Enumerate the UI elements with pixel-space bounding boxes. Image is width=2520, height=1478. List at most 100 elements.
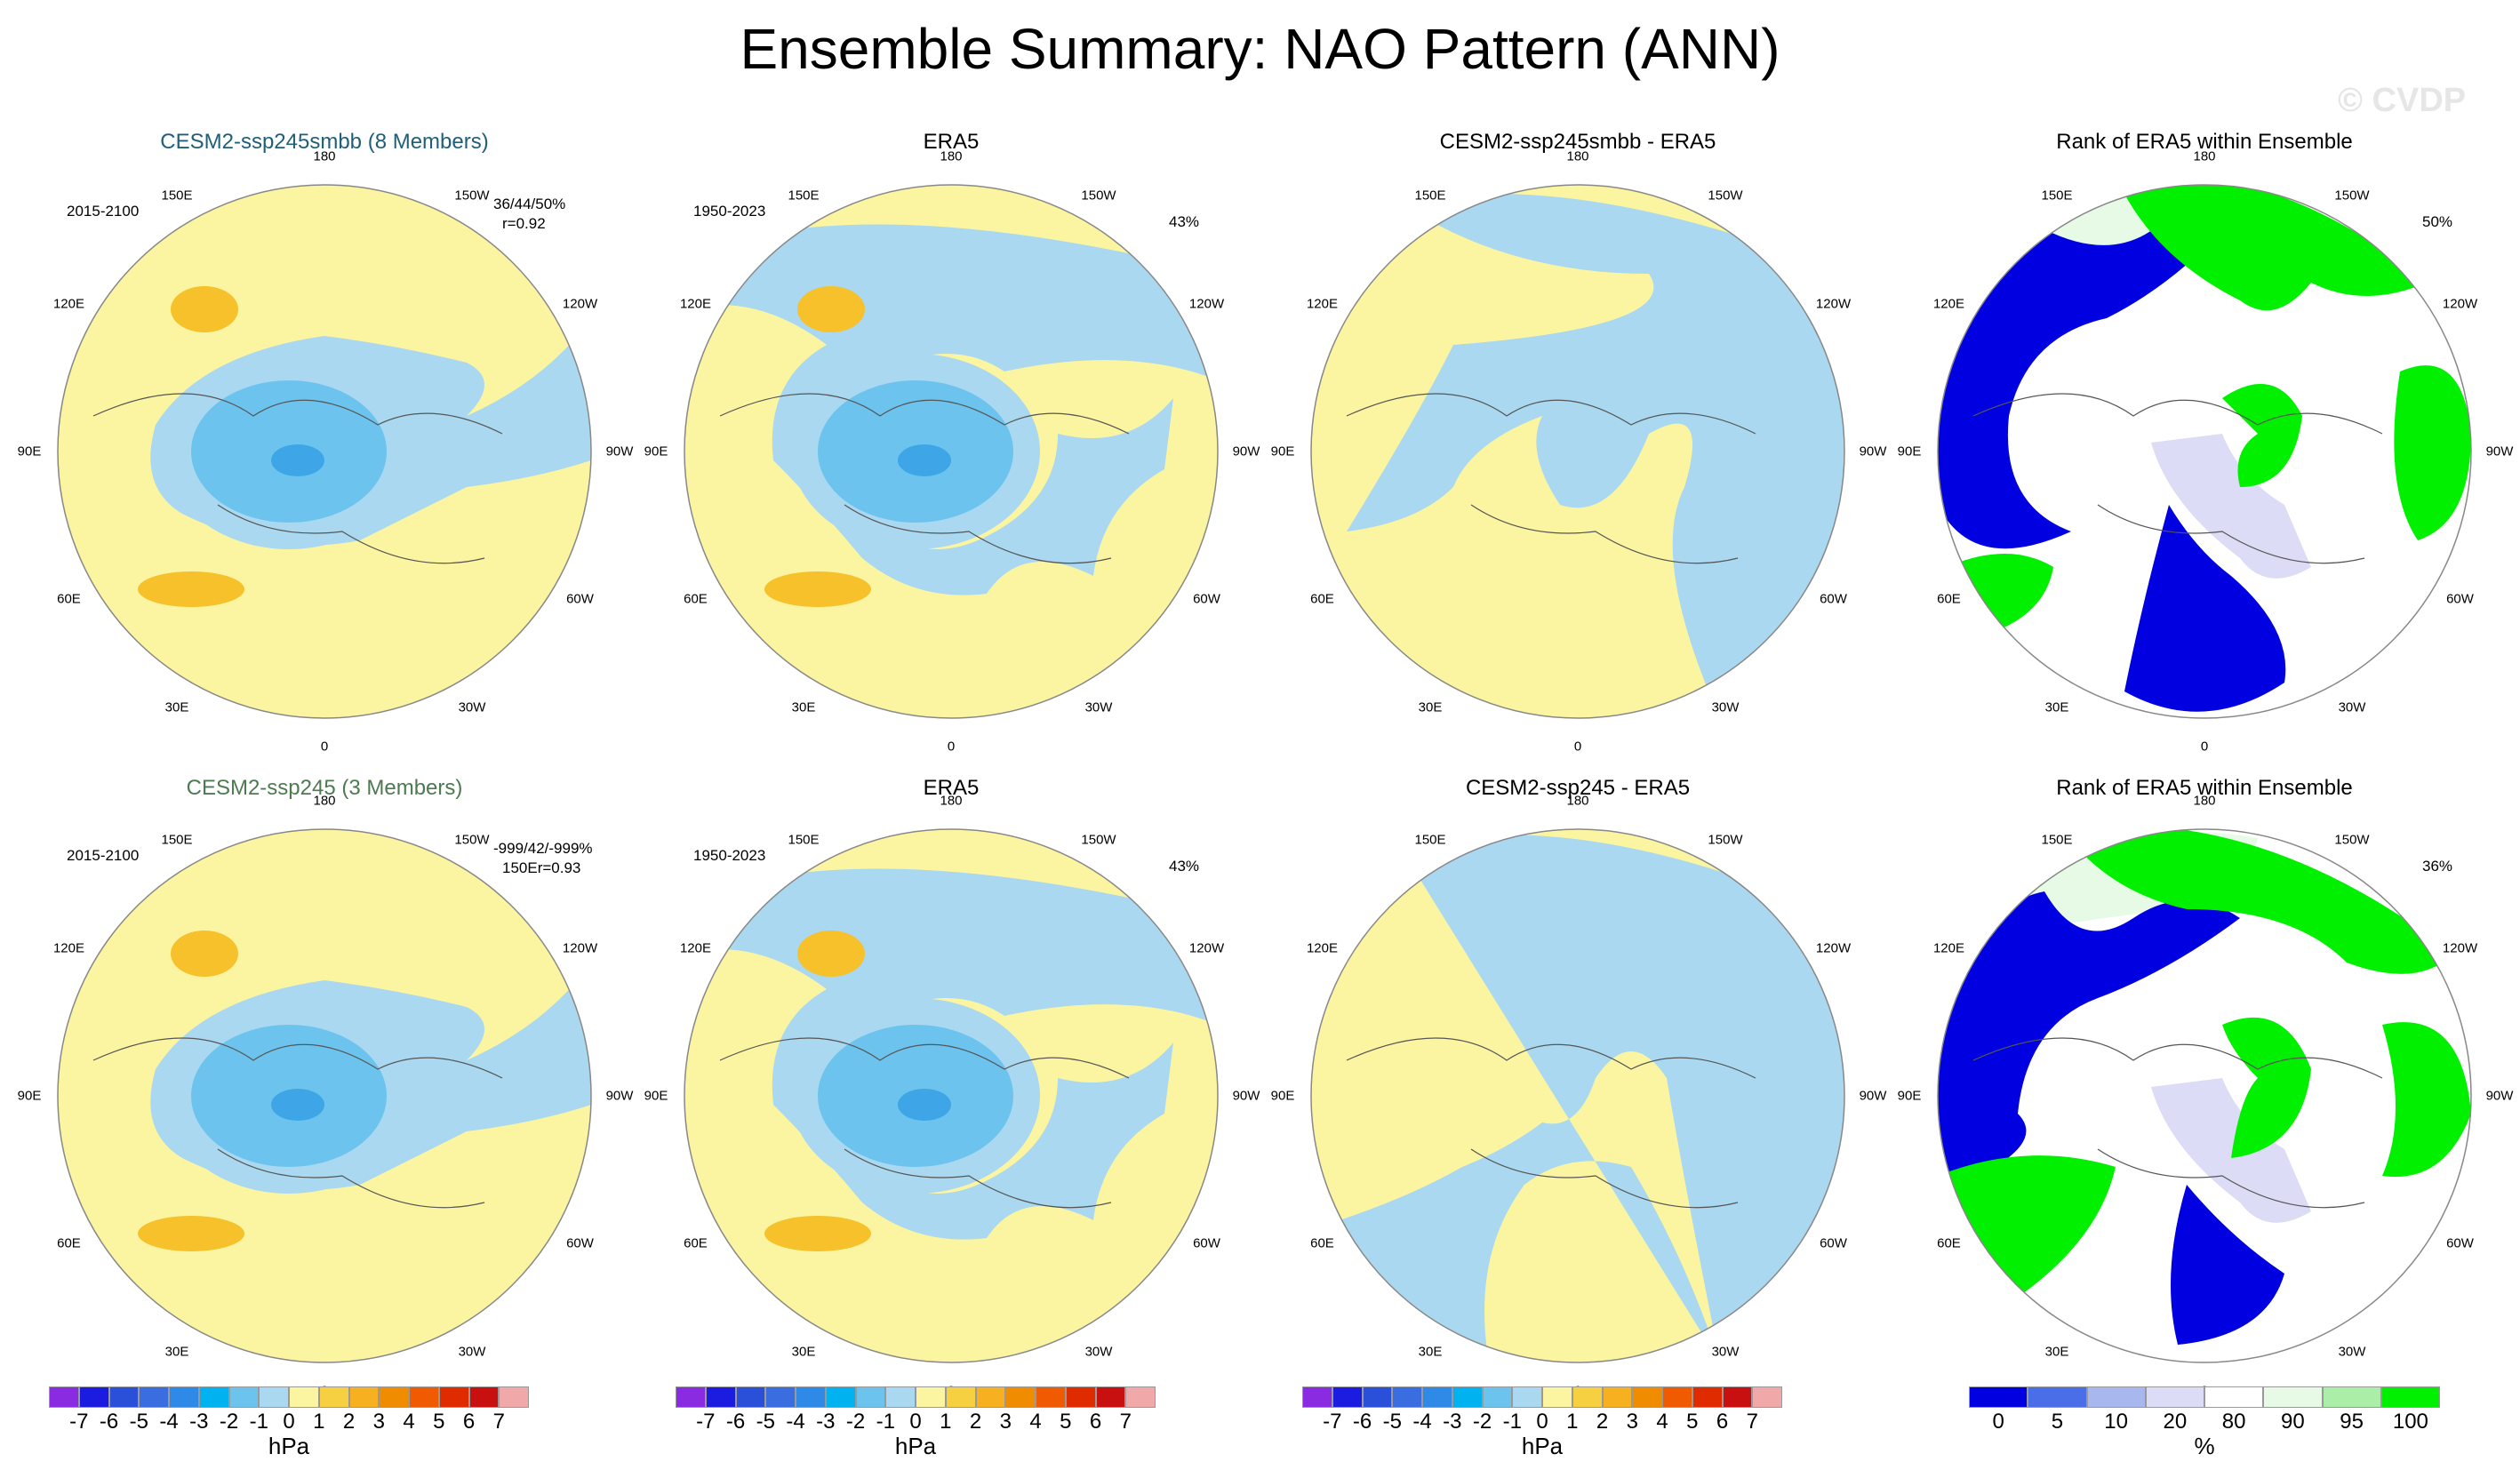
lon-label-60w: 60W	[1193, 591, 1220, 607]
colorbar-tick-c0-0: -7	[69, 1410, 89, 1434]
lon-label-150e: 150E	[161, 832, 193, 848]
lon-label-90e: 90E	[1897, 443, 1922, 459]
lon-label-60e: 60E	[1310, 591, 1334, 607]
lon-label-30e: 30E	[791, 699, 816, 715]
lon-label-180: 180	[313, 793, 336, 809]
colorbar-tick-c1-1: -6	[725, 1410, 746, 1434]
coastline	[92, 393, 503, 564]
lon-label-60w: 60W	[1820, 1235, 1847, 1251]
panel-title-r0-c0: CESM2-ssp245smbb (8 Members)	[160, 130, 489, 154]
rank-colorbar-tick-0: 0	[1992, 1410, 2004, 1434]
lon-label-150e: 150E	[1414, 188, 1446, 204]
colorbar-cell-c2-9	[1572, 1386, 1603, 1408]
colorbar-tick-c0-8: 1	[313, 1410, 325, 1434]
colorbar-tick-c0-5: -2	[219, 1410, 239, 1434]
lon-label-150w: 150W	[1708, 188, 1743, 204]
rank-region-95-100	[2382, 1022, 2471, 1178]
colorbar-cell-c0-8	[289, 1386, 319, 1408]
map-boundary	[1310, 184, 1845, 719]
rank-region-0-5	[1938, 194, 2240, 549]
lon-label-150w: 150W	[454, 188, 490, 204]
rank-colorbar-cell-4	[2204, 1386, 2264, 1408]
lon-label-60e: 60E	[57, 1235, 81, 1251]
lon-label-30w: 30W	[1084, 1344, 1113, 1360]
colorbar-cell-c1-1	[705, 1386, 736, 1408]
colorbar-tick-c2-9: 2	[1596, 1410, 1609, 1434]
years-r0-c0: 2015-2100	[67, 203, 140, 220]
lon-label-150e: 150E	[2041, 832, 2073, 848]
colorbar-tick-c2-0: -7	[1323, 1410, 1342, 1434]
rank-region-10-20	[2151, 434, 2311, 579]
rank-region-0-5	[2124, 505, 2286, 712]
lon-label-30e: 30E	[1418, 1344, 1443, 1360]
rank-region-95-100	[2222, 1017, 2311, 1158]
lon-label-120w: 120W	[1815, 940, 1852, 956]
colorbar-cell-c2-0	[1302, 1386, 1332, 1408]
colorbar-tick-c2-13: 6	[1716, 1410, 1729, 1434]
lon-label-0: 0	[947, 739, 956, 755]
colorbar-cell-c1-12	[1036, 1386, 1066, 1408]
lon-label-150w: 150W	[2334, 832, 2370, 848]
lon-label-30w: 30W	[458, 1344, 486, 1360]
colorbar-cell-c1-0	[676, 1386, 706, 1408]
colorbar-cell-c0-10	[348, 1386, 380, 1408]
years-r1-c0: 2015-2100	[67, 847, 140, 864]
colorbar-cell-c2-13	[1692, 1386, 1723, 1408]
colorbar-tick-c1-10: 3	[999, 1410, 1012, 1434]
colorbar-cell-c2-10	[1602, 1386, 1633, 1408]
lon-label-30w: 30W	[2338, 1344, 2366, 1360]
lon-label-60e: 60E	[1310, 1235, 1334, 1251]
lon-label-90w: 90W	[1232, 443, 1260, 459]
colorbar-tick-c0-7: 0	[283, 1410, 295, 1434]
high-atlantic	[138, 571, 244, 607]
colorbar-cell-c1-11	[1005, 1386, 1036, 1408]
lon-label-120w: 120W	[1815, 296, 1852, 312]
watermark: © CVDP	[2338, 82, 2467, 119]
stats2-r0-c0: r=0.92	[502, 215, 546, 232]
map-r0-c1	[684, 184, 1219, 719]
colorbar-tick-c1-4: -3	[816, 1410, 836, 1434]
colorbar-tick-c0-6: -1	[249, 1410, 268, 1434]
lon-label-120e: 120E	[1306, 940, 1338, 956]
lon-label-60w: 60W	[2446, 591, 2474, 607]
colorbar-tick-c2-4: -3	[1443, 1410, 1462, 1434]
colorbar-cell-c0-2	[108, 1386, 140, 1408]
lon-label-60e: 60E	[1937, 1235, 1961, 1251]
colorbar-tick-c2-11: 4	[1656, 1410, 1668, 1434]
lon-label-90e: 90E	[644, 1088, 668, 1104]
low-contour-3	[271, 1089, 324, 1121]
colorbar-tick-c0-9: 2	[342, 1410, 356, 1434]
colorbar-cell-c2-3	[1392, 1386, 1422, 1408]
map-boundary	[684, 828, 1219, 1363]
colorbar-cell-c0-3	[139, 1386, 169, 1408]
colorbar-cell-c2-6	[1482, 1386, 1513, 1408]
rank-colorbar-tick-4: 80	[2221, 1410, 2246, 1434]
coastline	[1972, 1037, 2383, 1209]
rank-colorbar-cell-0	[1969, 1386, 2028, 1408]
colorbar-tick-c1-14: 7	[1119, 1410, 1132, 1434]
colorbar-cell-c0-15	[499, 1386, 529, 1408]
map-boundary	[1310, 828, 1845, 1363]
colorbar-units-c0: hPa	[268, 1433, 310, 1459]
rank-region-0-5	[1938, 891, 2240, 1194]
colorbar-cell-c1-8	[916, 1386, 946, 1408]
years-r1-c1: 1950-2023	[693, 847, 766, 864]
colorbar-tick-c0-13: 6	[462, 1410, 476, 1434]
map-boundary	[57, 828, 592, 1363]
lon-label-60w: 60W	[2446, 1235, 2474, 1251]
colorbar-tick-c2-10: 3	[1626, 1410, 1638, 1434]
colorbar-tick-c1-9: 2	[969, 1410, 982, 1434]
colorbar-tick-c2-7: 0	[1536, 1410, 1548, 1434]
lon-label-60e: 60E	[684, 1235, 708, 1251]
lon-label-120e: 120E	[52, 940, 84, 956]
panel-title-r1-c1: ERA5	[923, 776, 980, 800]
lon-label-60w: 60W	[566, 1235, 594, 1251]
lon-label-180: 180	[1566, 793, 1589, 809]
coastline	[1972, 393, 2383, 564]
rank-region-95-100	[2062, 829, 2453, 974]
colorbar-cell-c1-13	[1065, 1386, 1096, 1408]
rank-colorbar-tick-1: 5	[2051, 1410, 2064, 1434]
rank-region-95-100	[2116, 185, 2427, 311]
colorbar-units-c2: hPa	[1521, 1433, 1564, 1459]
colorbar-tick-c0-12: 5	[433, 1410, 445, 1434]
